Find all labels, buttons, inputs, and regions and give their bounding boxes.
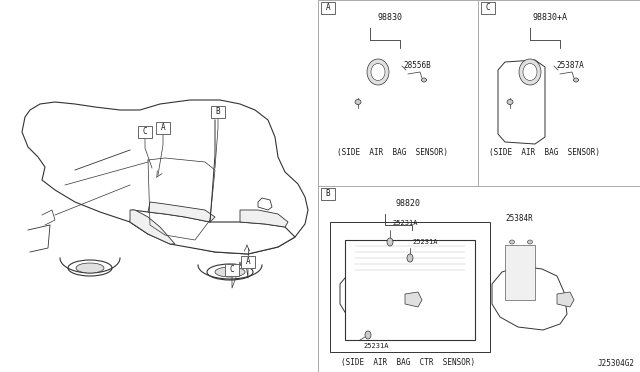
Bar <box>241 256 255 268</box>
Text: A: A <box>326 3 330 12</box>
Polygon shape <box>557 292 574 307</box>
Bar <box>138 126 152 138</box>
Ellipse shape <box>519 59 541 85</box>
Polygon shape <box>148 202 215 222</box>
Polygon shape <box>492 266 567 330</box>
Polygon shape <box>130 210 175 244</box>
Text: A: A <box>161 122 165 131</box>
Text: 98830: 98830 <box>378 13 403 22</box>
Text: B: B <box>216 106 220 115</box>
Text: 98830+A: 98830+A <box>532 13 568 22</box>
Text: B: B <box>326 189 330 198</box>
Text: A: A <box>246 257 250 266</box>
Ellipse shape <box>365 331 371 339</box>
Ellipse shape <box>207 264 253 280</box>
Ellipse shape <box>573 78 579 82</box>
Bar <box>156 122 170 134</box>
Text: (SIDE  AIR  BAG  SENSOR): (SIDE AIR BAG SENSOR) <box>490 148 600 157</box>
Text: 25231A: 25231A <box>363 343 388 349</box>
Bar <box>225 264 239 276</box>
Polygon shape <box>130 210 295 254</box>
Ellipse shape <box>527 240 532 244</box>
Ellipse shape <box>68 260 112 276</box>
Polygon shape <box>240 210 288 227</box>
Text: C: C <box>486 3 490 12</box>
Polygon shape <box>498 60 545 144</box>
Bar <box>345 240 475 340</box>
Polygon shape <box>22 100 308 254</box>
Bar <box>330 222 490 352</box>
Ellipse shape <box>387 238 393 246</box>
Text: 25387A: 25387A <box>556 61 584 70</box>
Text: C: C <box>143 126 147 135</box>
Text: 98820: 98820 <box>396 199 420 208</box>
Ellipse shape <box>355 99 361 105</box>
Ellipse shape <box>407 254 413 262</box>
Ellipse shape <box>523 64 537 80</box>
Bar <box>481 2 495 14</box>
Text: 25384R: 25384R <box>505 214 532 222</box>
Ellipse shape <box>76 263 104 273</box>
Ellipse shape <box>507 99 513 105</box>
Ellipse shape <box>371 64 385 80</box>
Text: 25231A: 25231A <box>412 239 438 245</box>
Polygon shape <box>405 292 422 307</box>
Text: (SIDE  AIR  BAG  SENSOR): (SIDE AIR BAG SENSOR) <box>337 148 449 157</box>
Ellipse shape <box>422 78 426 82</box>
Bar <box>318 0 640 372</box>
Ellipse shape <box>509 240 515 244</box>
Ellipse shape <box>367 59 389 85</box>
Bar <box>321 188 335 200</box>
Bar <box>321 2 335 14</box>
Bar <box>211 106 225 118</box>
Text: C: C <box>230 264 234 273</box>
Text: (SIDE  AIR  BAG  CTR  SENSOR): (SIDE AIR BAG CTR SENSOR) <box>341 357 475 366</box>
Text: 28556B: 28556B <box>403 61 431 70</box>
Ellipse shape <box>215 267 245 277</box>
Polygon shape <box>258 198 272 210</box>
Bar <box>505 245 535 300</box>
Text: J25304G2: J25304G2 <box>598 359 635 368</box>
Text: 25231A: 25231A <box>392 220 417 226</box>
Polygon shape <box>340 267 415 330</box>
